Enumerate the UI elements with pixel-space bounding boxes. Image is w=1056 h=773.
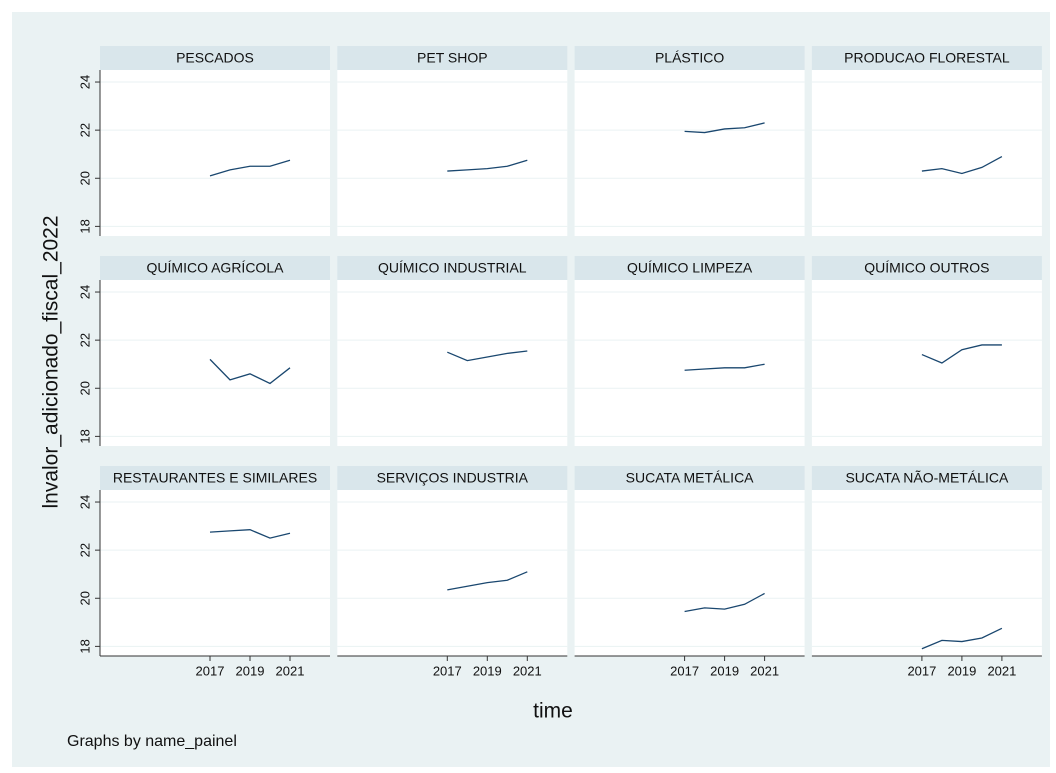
panel-header: [337, 256, 568, 280]
panel-header: [337, 46, 568, 70]
panel-title: QUÍMICO AGRÍCOLA: [147, 260, 285, 276]
series-line: [447, 571, 528, 591]
panel-header: [811, 256, 1042, 280]
panel-title: QUÍMICO LIMPEZA: [627, 260, 753, 276]
series-line: [209, 529, 291, 539]
x-tick-label: 2019: [710, 663, 739, 678]
series-line: [209, 159, 291, 177]
y-tick-label: 22: [77, 123, 92, 137]
plot-area: [337, 280, 568, 446]
plot-area: [811, 490, 1042, 656]
series-line: [684, 363, 765, 371]
series-line: [684, 122, 765, 134]
x-tick-label: 2019: [473, 663, 502, 678]
series-line: [921, 156, 1003, 175]
panel-title: PET SHOP: [417, 50, 488, 66]
x-tick-label: 2019: [236, 663, 265, 678]
plot-area: [100, 490, 330, 656]
y-axis-label: lnvalor_adicionado_fiscal_2022: [40, 215, 63, 508]
panel-header: [574, 256, 805, 280]
series-line: [684, 592, 765, 613]
note: Graphs by name_painel: [67, 733, 237, 750]
x-tick-label: 2017: [196, 663, 225, 678]
y-tick-label: 22: [77, 333, 92, 347]
series-line: [209, 358, 291, 385]
y-tick-label: 18: [77, 429, 92, 443]
plot-area: [811, 70, 1042, 236]
y-tick-label: 20: [77, 381, 92, 395]
panel-header: [811, 46, 1042, 70]
y-tick-label: 18: [77, 639, 92, 653]
panel-title: PLÁSTICO: [655, 50, 724, 66]
panel-title: PESCADOS: [176, 50, 254, 66]
panel-title: RESTAURANTES E SIMILARES: [113, 470, 317, 486]
plot-area: [100, 280, 330, 446]
panel-header: [574, 46, 805, 70]
panel-header: [100, 466, 330, 490]
panel-title: QUÍMICO OUTROS: [864, 260, 989, 276]
plot-area: [337, 70, 568, 236]
x-tick-label: 2021: [987, 663, 1016, 678]
series-line: [447, 159, 528, 172]
y-tick-label: 24: [77, 75, 92, 89]
plot-area: [574, 280, 805, 446]
panel-title: SUCATA METÁLICA: [626, 470, 755, 486]
x-tick-label: 2021: [513, 663, 542, 678]
panel-header: [100, 46, 330, 70]
x-tick-label: 2017: [433, 663, 462, 678]
x-tick-label: 2021: [750, 663, 779, 678]
x-tick-label: 2017: [670, 663, 699, 678]
panel-header: [337, 466, 568, 490]
x-tick-label: 2017: [907, 663, 936, 678]
panel-title: PRODUCAO FLORESTAL: [844, 50, 1010, 66]
plot-area: [337, 490, 568, 656]
y-tick-label: 18: [77, 219, 92, 233]
y-tick-label: 20: [77, 591, 92, 605]
y-tick-label: 20: [77, 171, 92, 185]
plot-area: [811, 280, 1042, 446]
y-tick-label: 24: [77, 495, 92, 509]
panel-header: [811, 466, 1042, 490]
panel-header: [574, 466, 805, 490]
panel-title: SERVIÇOS INDUSTRIA: [377, 470, 529, 486]
plot-area: [574, 70, 805, 236]
series-line: [447, 350, 528, 362]
panel-header: [100, 256, 330, 280]
x-tick-label: 2019: [947, 663, 976, 678]
y-tick-label: 22: [77, 543, 92, 557]
x-tick-label: 2021: [276, 663, 305, 678]
plot-area: [574, 490, 805, 656]
panel-title: QUÍMICO INDUSTRIAL: [378, 260, 527, 276]
series-line: [921, 627, 1003, 650]
plot-area: [100, 70, 330, 236]
y-tick-label: 24: [77, 285, 92, 299]
panel-title: SUCATA NÃO-METÁLICA: [845, 470, 1009, 486]
x-axis-label: time: [533, 700, 573, 723]
series-line: [921, 344, 1002, 364]
